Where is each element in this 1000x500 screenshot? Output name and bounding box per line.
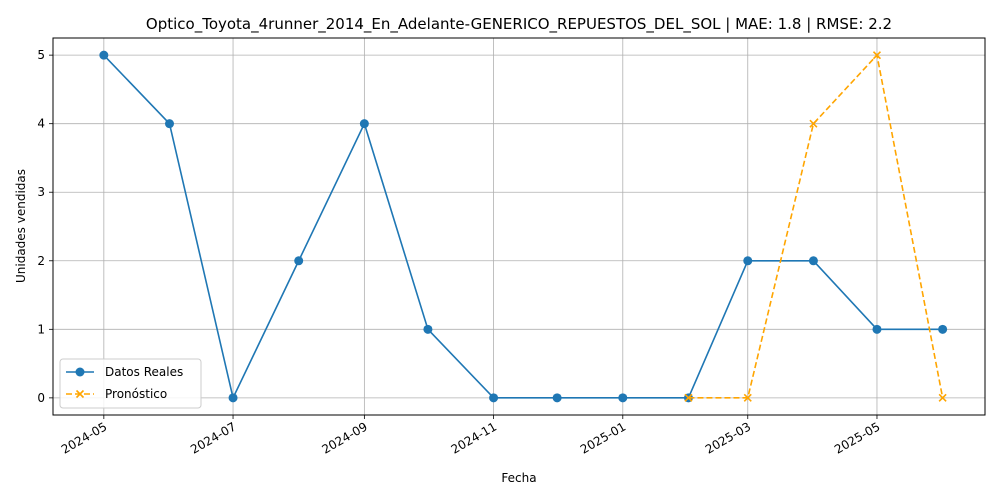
- legend: Datos Reales Pronóstico: [59, 358, 202, 409]
- data-point: [618, 393, 628, 403]
- y-axis-label: Unidades vendidas: [14, 169, 28, 283]
- data-point: [228, 393, 238, 403]
- plot-frame: [52, 37, 986, 416]
- data-point: [809, 119, 818, 128]
- data-point: [743, 256, 753, 266]
- legend-label: Datos Reales: [105, 365, 183, 379]
- x-tick-label: 2025-03: [703, 419, 753, 456]
- legend-entry-1: Pronóstico: [66, 387, 167, 401]
- x-tick-label: 2025-05: [832, 419, 882, 456]
- x-axis-ticks: 2024-05 2024-07 2024-09 2024-11 2025-01 2025-…: [59, 415, 882, 457]
- data-point: [743, 393, 752, 402]
- x-tick-label: 2024-07: [188, 419, 238, 456]
- x-tick-label: 2025-01: [578, 419, 628, 456]
- grid-lines: [53, 38, 985, 415]
- y-tick-label: 1: [37, 322, 45, 336]
- data-point: [165, 119, 174, 129]
- data-point: [938, 393, 947, 402]
- data-point: [99, 50, 109, 60]
- legend-entries: Datos Reales Pronóstico: [66, 365, 183, 401]
- y-tick-label: 2: [37, 254, 45, 268]
- x-axis-label: Fecha: [501, 471, 536, 485]
- y-tick-label: 4: [37, 117, 45, 131]
- legend-entry-0: Datos Reales: [66, 365, 183, 379]
- y-axis-ticks: 0 1 2 3 4 5: [37, 48, 53, 405]
- data-point: [808, 256, 818, 266]
- series-line: [103, 54, 943, 401]
- legend-box: [59, 358, 202, 409]
- y-tick-label: 5: [37, 48, 45, 62]
- series-1: [684, 51, 947, 402]
- data-point: [872, 51, 882, 60]
- legend-marker: [75, 389, 85, 399]
- legend-marker: [75, 367, 85, 377]
- data-point: [938, 324, 948, 334]
- x-tick-label: 2024-05: [59, 419, 109, 456]
- data-point: [552, 393, 562, 403]
- chart-title: Optico_Toyota_4runner_2014_En_Adelante-G…: [146, 15, 892, 34]
- data-point: [359, 119, 369, 129]
- y-tick-label: 3: [37, 185, 45, 199]
- x-tick-label: 2024-09: [319, 419, 369, 456]
- data-point: [423, 324, 433, 334]
- y-tick-label: 0: [37, 391, 45, 405]
- data-point: [489, 393, 499, 403]
- data-point: [684, 393, 693, 402]
- data-point: [294, 256, 304, 266]
- legend-label: Pronóstico: [105, 387, 167, 401]
- series-line: [688, 53, 944, 399]
- series-layer: [99, 50, 948, 403]
- x-tick-label: 2024-11: [449, 419, 499, 456]
- series-0: [99, 50, 948, 403]
- data-point: [872, 324, 882, 334]
